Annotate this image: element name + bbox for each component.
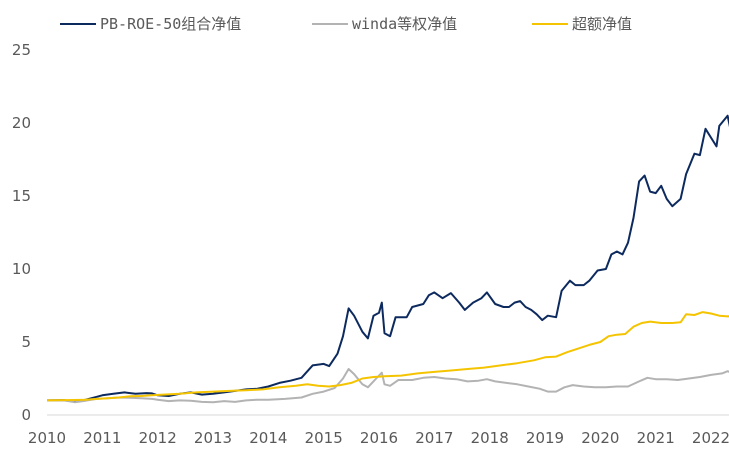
series-line-pb-roe <box>46 114 729 403</box>
x-tick-label: 2021 <box>637 429 675 447</box>
axes: 2010 2011 2012 2013 2014 2015 2016 2017 2018 2019… <box>12 41 729 447</box>
y-tick-label: 25 <box>12 41 31 59</box>
legend: PB-ROE-50组合净值 winda等权净值 超额净值 <box>60 15 632 33</box>
x-tick-label: 2015 <box>305 429 343 447</box>
x-tick-label: 2017 <box>415 429 453 447</box>
y-tick-label: 20 <box>12 114 31 132</box>
x-tick-label: 2016 <box>360 429 398 447</box>
x-tick-label: 2010 <box>28 429 66 447</box>
legend-label-pb-roe: PB-ROE-50组合净值 <box>100 15 241 33</box>
x-tick-label: 2013 <box>194 429 232 447</box>
y-tick-label: 0 <box>21 406 31 424</box>
x-tick-label: 2022 <box>692 429 729 447</box>
x-tick-label: 2018 <box>471 429 509 447</box>
y-tick-label: 15 <box>12 187 31 205</box>
legend-label-winda: winda等权净值 <box>352 15 457 33</box>
y-tick-label: 5 <box>21 333 31 351</box>
series-line-excess <box>46 311 729 402</box>
x-tick-label: 2014 <box>249 429 287 447</box>
x-tick-label: 2020 <box>581 429 619 447</box>
x-tick-label: 2011 <box>83 429 121 447</box>
x-tick-label: 2012 <box>139 429 177 447</box>
y-tick-label: 10 <box>12 260 31 278</box>
x-tick-label: 2019 <box>526 429 564 447</box>
series-lines <box>46 114 729 404</box>
series-line-winda <box>47 368 729 404</box>
legend-label-excess: 超额净值 <box>572 15 632 33</box>
